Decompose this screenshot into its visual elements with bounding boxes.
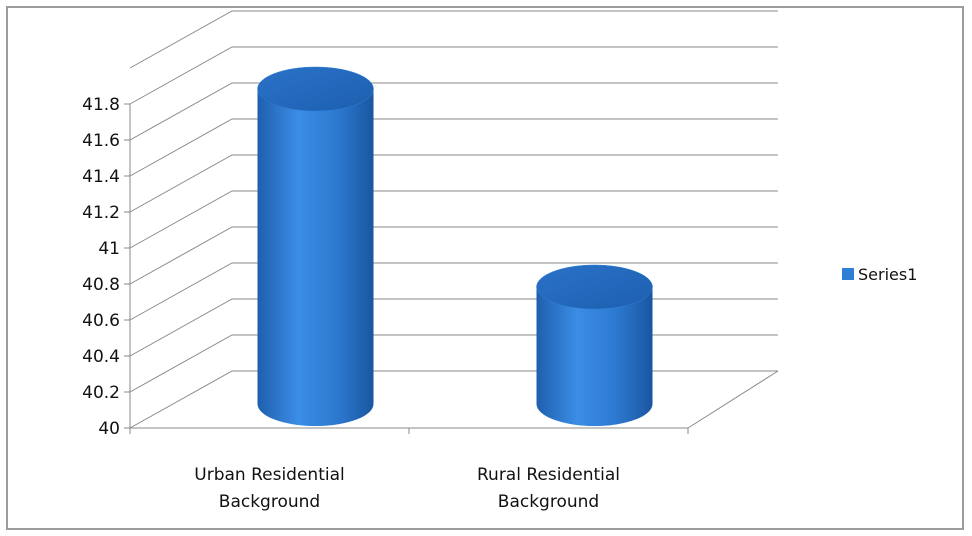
bar-cylinder <box>257 66 374 426</box>
bar-cylinder-body <box>257 89 374 426</box>
x-category-label: Rural Residential <box>477 465 620 485</box>
legend: Series1 <box>842 265 917 284</box>
chart-svg: 40 40.2 40.4 40.6 40.8 41 41.2 41.4 41.6 41.8 Urba… <box>82 10 917 512</box>
gridline <box>129 190 778 249</box>
y-tick-label: 40.8 <box>82 275 120 295</box>
gridline <box>129 154 778 213</box>
gridline <box>129 334 778 393</box>
label-layer: 40 40.2 40.4 40.6 40.8 41 41.2 41.4 41.6 41.8 Urba… <box>82 95 620 512</box>
x-category-label: Urban Residential <box>194 465 344 485</box>
legend-label: Series1 <box>858 265 917 284</box>
gridline <box>129 46 778 105</box>
x-category-label: Background <box>219 492 320 512</box>
y-tick-label: 41.2 <box>82 203 120 223</box>
gridline <box>129 262 778 321</box>
y-tick-label: 40.6 <box>82 311 120 331</box>
bar-cylinder-body <box>536 287 653 426</box>
bar-cylinder-top <box>257 66 374 112</box>
bar-layer <box>257 66 653 426</box>
y-tick-label: 40.4 <box>82 347 120 367</box>
chart-frame: 40 40.2 40.4 40.6 40.8 41 41.2 41.4 41.6 41.8 Urba… <box>6 6 964 530</box>
y-tick-label: 41.8 <box>82 95 120 115</box>
gridline <box>129 298 778 357</box>
y-tick-label: 41 <box>98 239 120 259</box>
gridline <box>129 10 778 69</box>
y-tick-label: 41.6 <box>82 131 120 151</box>
gridline <box>129 82 778 141</box>
gridline <box>129 370 778 429</box>
x-category-label: Background <box>498 492 599 512</box>
bar-cylinder <box>536 264 653 426</box>
y-tick-label: 41.4 <box>82 167 120 187</box>
bar-cylinder-top <box>536 264 653 310</box>
legend-swatch <box>842 268 854 280</box>
axis-layer <box>124 103 689 434</box>
y-tick-label: 40 <box>98 419 120 439</box>
gridline <box>129 226 778 285</box>
grid-layer <box>129 10 779 429</box>
floor-right-edge <box>687 370 779 429</box>
y-tick-label: 40.2 <box>82 383 120 403</box>
gridline <box>129 118 778 177</box>
